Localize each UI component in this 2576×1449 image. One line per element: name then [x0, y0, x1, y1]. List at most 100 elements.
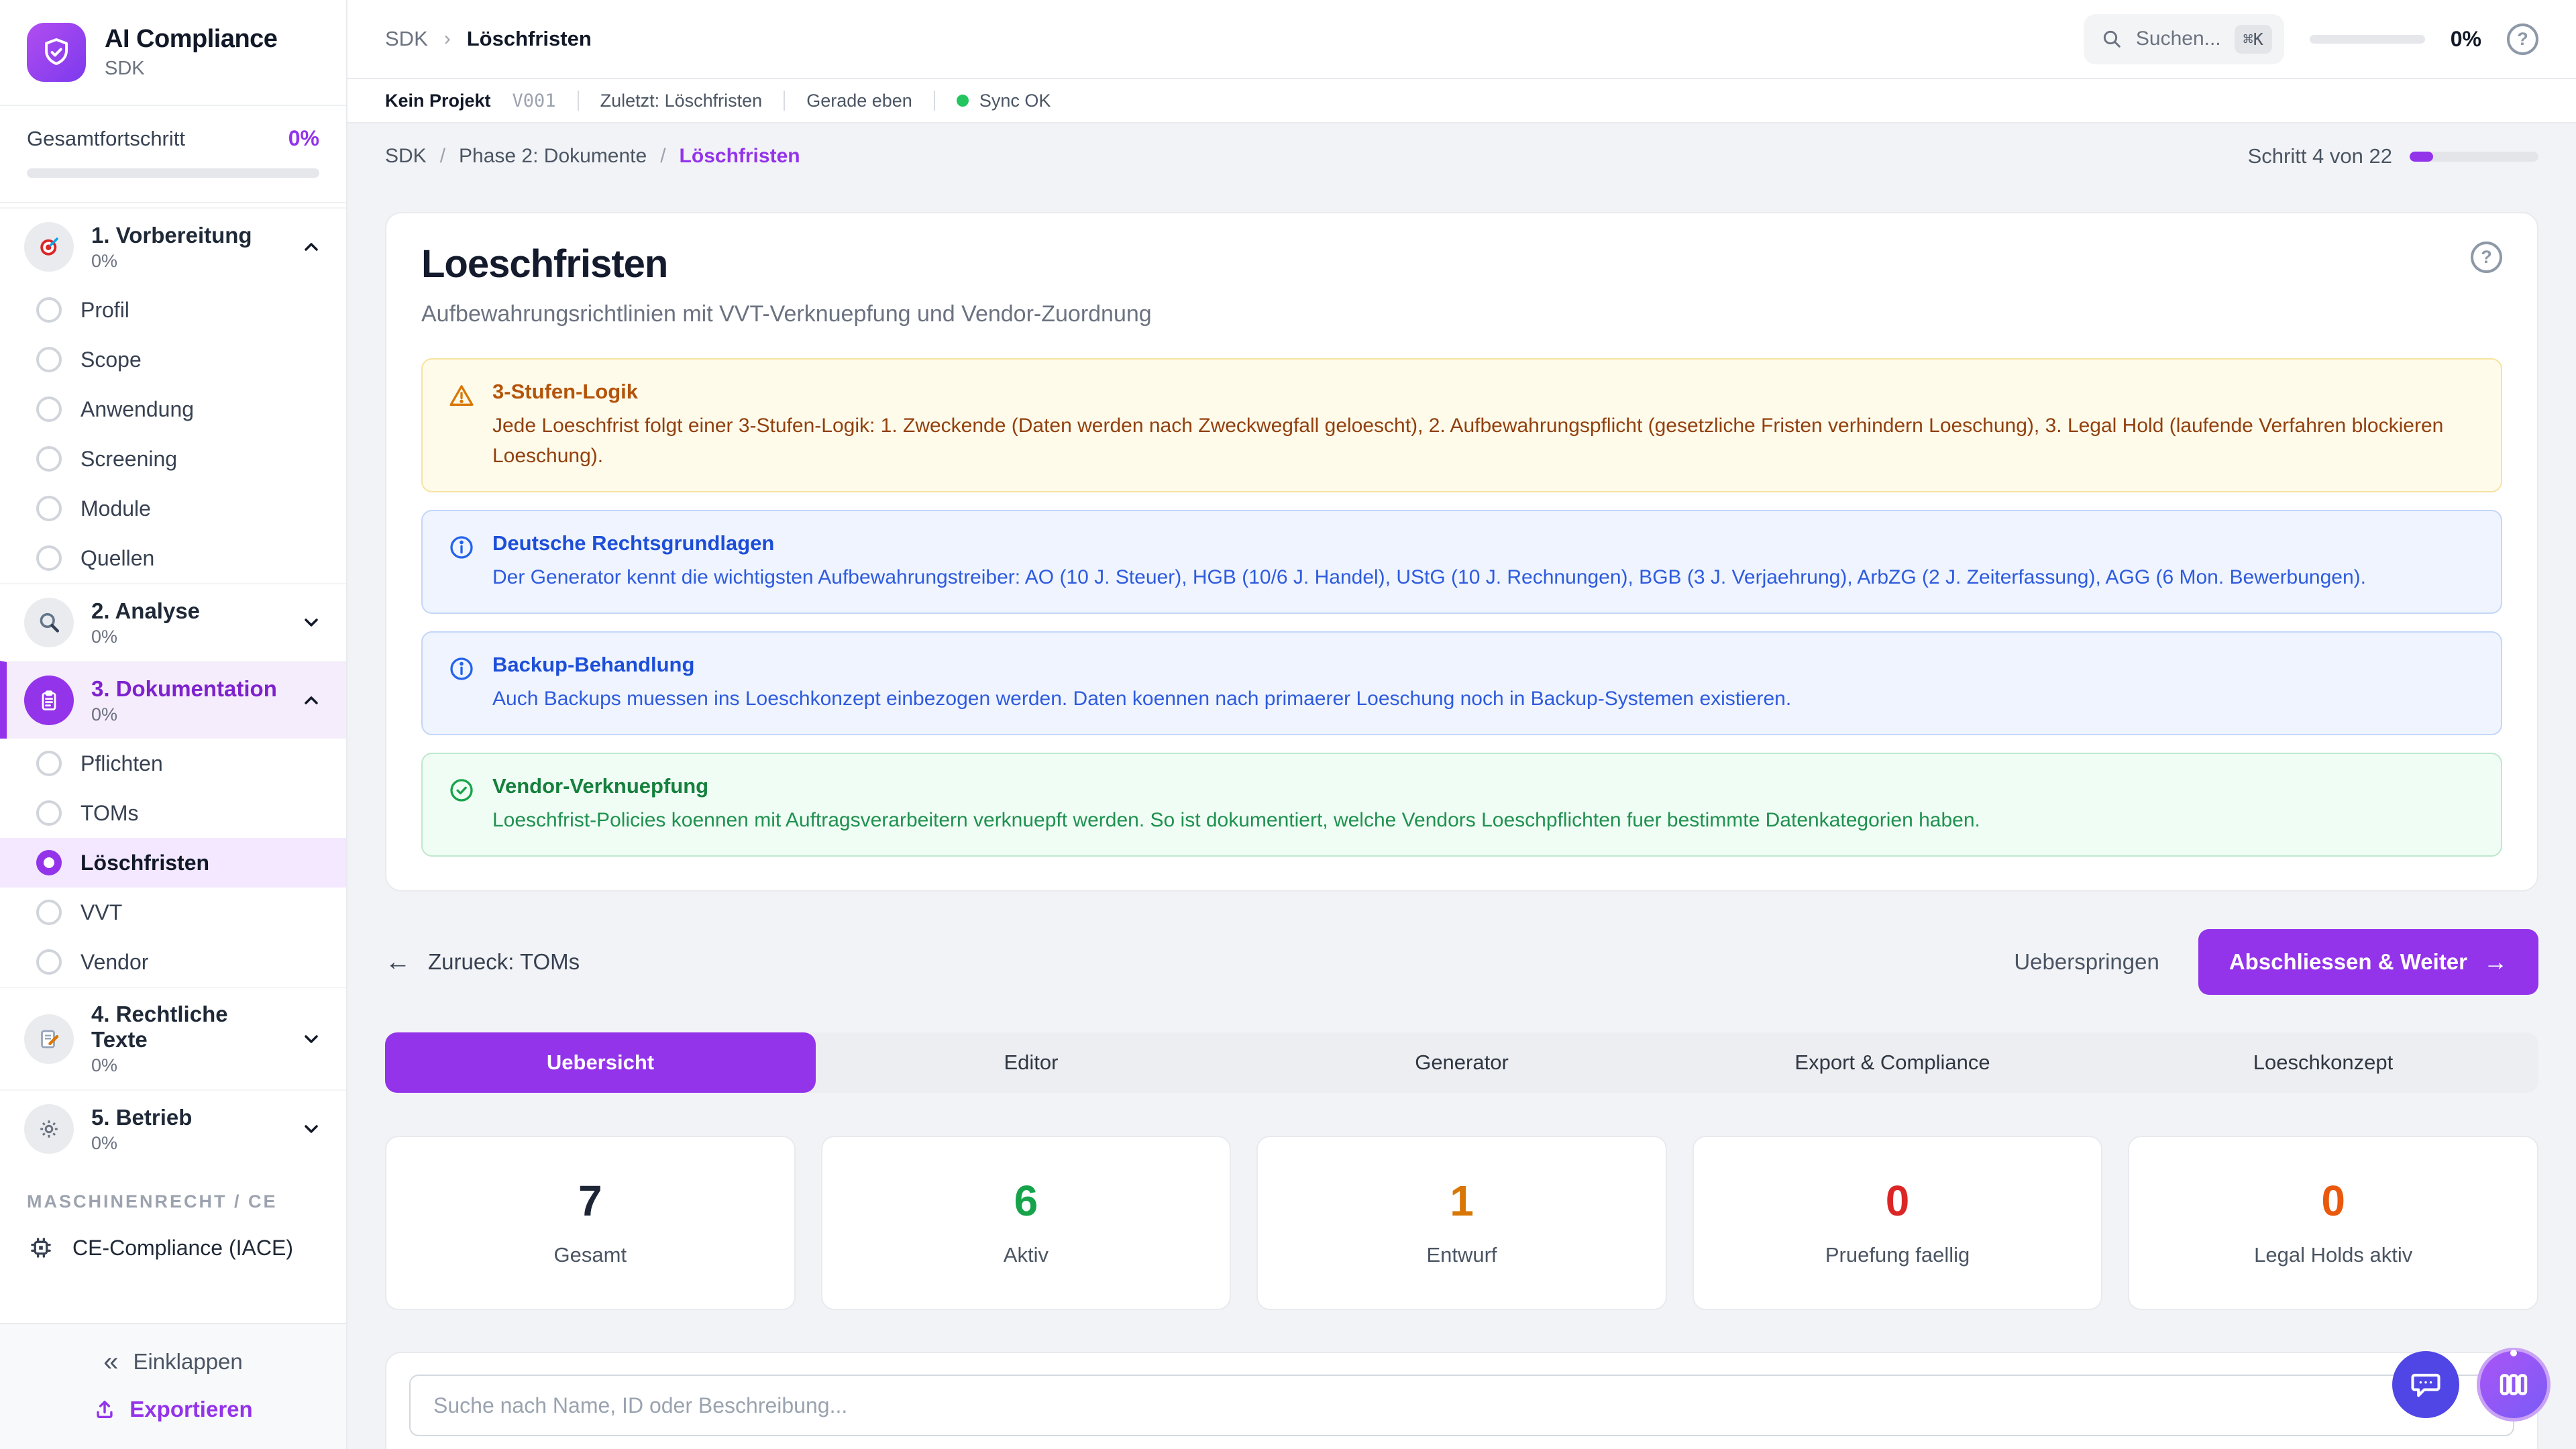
alert-rechtsgrundlagen: Deutsche Rechtsgrundlagen Der Generator … — [421, 510, 2502, 614]
radio-icon — [36, 949, 62, 975]
alert-backup-behandlung: Backup-Behandlung Auch Backups muessen i… — [421, 631, 2502, 735]
app-name: AI Compliance — [105, 25, 278, 53]
stat-label: Pruefung faellig — [1825, 1243, 1970, 1267]
chevron-down-icon — [301, 1118, 322, 1140]
radio-icon — [36, 900, 62, 925]
tab-loeschkonzept[interactable]: Loeschkonzept — [2253, 1051, 2394, 1074]
tab-generator[interactable]: Generator — [1415, 1051, 1509, 1074]
stat-pruefung-faellig: 0 Pruefung faellig — [1692, 1136, 2103, 1310]
card-help-icon[interactable]: ? — [2471, 241, 2502, 273]
nav-item-pflichten[interactable]: Pflichten — [0, 739, 346, 788]
tab-editor[interactable]: Editor — [1004, 1051, 1059, 1074]
section-pct: 0% — [91, 626, 118, 647]
columns-panel-button[interactable] — [2477, 1348, 2551, 1421]
breadcrumb-root[interactable]: SDK — [385, 27, 428, 50]
stat-value: 6 — [1014, 1177, 1038, 1225]
app-header: AI Compliance SDK — [0, 0, 346, 106]
notification-dot — [2510, 1350, 2517, 1356]
memo-pencil-icon — [24, 1014, 74, 1064]
sidebar-footer: « Einklappen Exportieren — [0, 1323, 346, 1449]
version-badge: V001 — [512, 90, 556, 111]
wizard-nav: 1. Vorbereitung 0% Profil Scope Anwendun… — [0, 203, 346, 1323]
alert-3-stufen-logik: 3-Stufen-Logik Jede Loeschfrist folgt ei… — [421, 358, 2502, 492]
step-indicator: Schritt 4 von 22 — [2248, 144, 2538, 168]
nav-item-module[interactable]: Module — [0, 484, 346, 533]
chevron-down-icon — [301, 1028, 322, 1050]
nav-item-profil[interactable]: Profil — [0, 285, 346, 335]
nav-section-rechtliche-texte[interactable]: 4. Rechtliche Texte 0% — [0, 987, 346, 1089]
radio-icon — [36, 396, 62, 422]
breadcrumb-sdk[interactable]: SDK — [385, 145, 427, 167]
help-icon[interactable]: ? — [2507, 23, 2538, 55]
nav-item-scope[interactable]: Scope — [0, 335, 346, 384]
alert-text: Der Generator kennt die wichtigsten Aufb… — [492, 566, 2366, 588]
overall-progress: Gesamtfortschritt 0% — [0, 106, 346, 203]
divider — [933, 91, 935, 111]
nav-section-betrieb[interactable]: 5. Betrieb 0% — [0, 1089, 346, 1167]
topbar-progress-bar — [2309, 34, 2425, 44]
arrow-right-icon: → — [2483, 948, 2508, 975]
section-title: 4. Rechtliche Texte — [91, 1002, 228, 1052]
arrow-left-icon: ← — [385, 947, 411, 976]
last-saved-time: Gerade eben — [806, 90, 912, 111]
nav-item-toms[interactable]: TOMs — [0, 788, 346, 838]
sync-ok-dot-icon — [956, 95, 969, 107]
section-pct: 0% — [91, 250, 118, 271]
overall-progress-label: Gesamtfortschritt — [27, 126, 185, 150]
upload-icon — [93, 1398, 116, 1421]
global-search-button[interactable]: Suchen... ⌘K — [2083, 13, 2284, 64]
clipboard-icon — [24, 676, 74, 725]
nav-item-ce-compliance[interactable]: CE-Compliance (IACE) — [0, 1222, 346, 1282]
stat-cards: 7 Gesamt 6 Aktiv 1 Entwurf 0 Pruefung fa… — [385, 1136, 2538, 1310]
nav-item-loeschfristen[interactable]: Löschfristen — [0, 838, 346, 888]
stat-value: 7 — [578, 1177, 602, 1225]
divider — [784, 91, 786, 111]
nav-section-dokumentation[interactable]: 3. Dokumentation 0% — [0, 661, 346, 739]
policy-search-input[interactable] — [409, 1375, 2514, 1436]
target-icon — [24, 222, 74, 272]
sync-status: Sync OK — [956, 91, 1051, 111]
chat-button[interactable] — [2392, 1351, 2459, 1418]
alert-title: Deutsche Rechtsgrundlagen — [492, 531, 775, 555]
alert-title: 3-Stufen-Logik — [492, 380, 638, 403]
topbar-progress-label: 0% — [2450, 26, 2481, 51]
radio-icon — [36, 545, 62, 571]
info-circle-icon — [448, 534, 475, 592]
stat-value: 1 — [1450, 1177, 1474, 1225]
stat-label: Aktiv — [1003, 1243, 1049, 1267]
back-button[interactable]: ← Zurueck: TOMs — [385, 947, 580, 976]
topbar-breadcrumb: SDK › Löschfristen — [385, 27, 592, 51]
info-circle-icon — [448, 655, 475, 714]
warning-triangle-icon — [448, 382, 475, 471]
shield-check-icon — [40, 36, 72, 68]
gear-icon — [24, 1104, 74, 1154]
divider — [577, 91, 579, 111]
alert-text: Jede Loeschfrist folgt einer 3-Stufen-Lo… — [492, 415, 2444, 467]
alert-vendor-verknuepfung: Vendor-Verknuepfung Loeschfrist-Policies… — [421, 753, 2502, 857]
page-title: Loeschfristen — [421, 242, 668, 286]
collapse-sidebar-button[interactable]: « Einklappen — [103, 1347, 243, 1377]
nav-item-anwendung[interactable]: Anwendung — [0, 384, 346, 434]
nav-section-analyse[interactable]: 2. Analyse 0% — [0, 583, 346, 661]
finish-next-button[interactable]: Abschliessen & Weiter → — [2198, 929, 2538, 995]
nav-section-vorbereitung[interactable]: 1. Vorbereitung 0% — [0, 207, 346, 285]
chevron-up-icon — [301, 236, 322, 258]
intro-card: Loeschfristen ? Aufbewahrungsrichtlinien… — [385, 212, 2538, 892]
nav-item-quellen[interactable]: Quellen — [0, 533, 346, 583]
nav-item-screening[interactable]: Screening — [0, 434, 346, 484]
chevron-right-separator: › — [443, 28, 451, 50]
tab-uebersicht[interactable]: Uebersicht — [385, 1032, 816, 1093]
nav-item-vvt[interactable]: VVT — [0, 888, 346, 937]
overall-progress-value: 0% — [288, 126, 319, 150]
nav-item-vendor[interactable]: Vendor — [0, 937, 346, 987]
radio-selected-icon — [36, 850, 62, 875]
page-content: SDK / Phase 2: Dokumente / Löschfristen … — [347, 123, 2576, 1449]
status-bar: Kein Projekt V001 Zuletzt: Löschfristen … — [347, 79, 2576, 123]
breadcrumb-phase[interactable]: Phase 2: Dokumente — [459, 145, 647, 167]
export-button[interactable]: Exportieren — [93, 1397, 253, 1422]
magnifier-icon — [24, 598, 74, 647]
tab-export-compliance[interactable]: Export & Compliance — [1794, 1051, 1990, 1074]
section-title: 2. Analyse — [91, 598, 201, 623]
skip-button[interactable]: Ueberspringen — [2014, 949, 2159, 974]
section-pct: 0% — [91, 704, 118, 724]
